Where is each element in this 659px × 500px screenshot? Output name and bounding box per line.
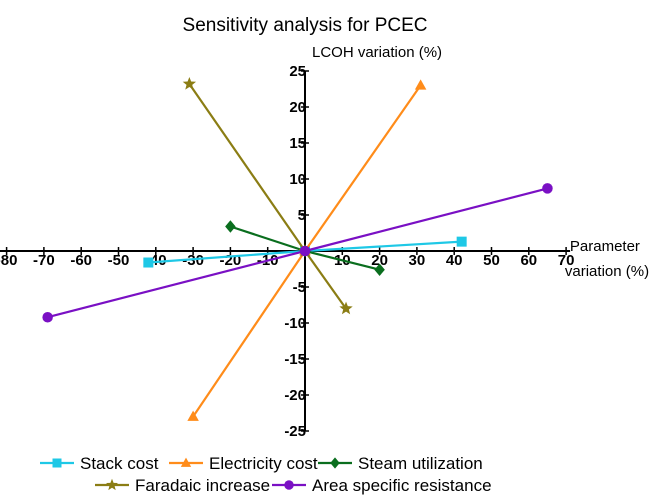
- data-point: [330, 457, 340, 469]
- legend-label: Faradaic increase: [135, 476, 270, 495]
- y-tick-label: 10: [289, 171, 306, 188]
- y-tick-label: 15: [289, 135, 306, 152]
- y-tick-label: 25: [289, 63, 306, 80]
- x-tick-label: -60: [70, 252, 92, 269]
- y-tick-label: -25: [284, 423, 306, 440]
- data-point: [225, 220, 236, 233]
- legend-label: Electricity cost: [209, 454, 318, 473]
- data-point: [106, 478, 118, 491]
- x-axis-title: Parameter variation (%): [565, 238, 649, 280]
- x-tick-label: 60: [520, 252, 537, 269]
- data-point: [52, 458, 62, 468]
- data-point: [339, 301, 353, 315]
- legend-item: Stack cost: [40, 454, 159, 473]
- x-tick-label: 50: [483, 252, 500, 269]
- legend-label: Area specific resistance: [312, 476, 492, 495]
- series-faradaic-increase: [182, 76, 353, 315]
- chart-title: Sensitivity analysis for PCEC: [183, 15, 428, 36]
- x-axis-title-line-2: variation (%): [565, 263, 649, 280]
- x-tick-label: 30: [409, 252, 426, 269]
- x-tick-label: 20: [371, 252, 388, 269]
- x-tick-label: -70: [33, 252, 55, 269]
- data-point: [374, 263, 385, 276]
- legend-label: Steam utilization: [358, 454, 483, 473]
- y-tick-label: -20: [284, 387, 306, 404]
- axes: [0, 71, 571, 431]
- data-point: [143, 257, 154, 268]
- x-tick-label: -20: [220, 252, 242, 269]
- y-tick-label: 5: [298, 207, 306, 224]
- x-tick-label: -80: [0, 252, 17, 269]
- legend-item: Electricity cost: [169, 454, 318, 473]
- data-point: [182, 76, 197, 90]
- data-point: [414, 79, 427, 90]
- data-point: [180, 457, 192, 467]
- legend: Stack cost Electricity cost Steam utilizat…: [40, 454, 492, 495]
- legend-item: Steam utilization: [318, 454, 483, 473]
- data-point: [284, 480, 294, 490]
- legend-item: Area specific resistance: [272, 476, 492, 495]
- x-tick-label: 70: [558, 252, 575, 269]
- y-tick-label: -15: [284, 351, 306, 368]
- data-point: [42, 311, 53, 323]
- series-area-specific-resistance: [42, 183, 553, 323]
- x-tick-label: 40: [446, 252, 463, 269]
- data-point: [187, 410, 199, 421]
- y-tick-label: 20: [289, 99, 306, 116]
- x-tick-label: -50: [108, 252, 130, 269]
- data-point: [456, 236, 467, 247]
- y-ticks: -25 -20 -15 -10 -5 5 10 15 20 25: [284, 63, 309, 440]
- legend-label: Stack cost: [80, 454, 159, 473]
- data-point: [299, 245, 311, 257]
- y-axis-title: LCOH variation (%): [312, 44, 442, 61]
- y-tick-label: -10: [284, 315, 306, 332]
- series-group: [42, 76, 553, 421]
- x-axis-title-line-1: Parameter: [570, 238, 640, 255]
- data-point: [542, 183, 553, 194]
- x-tick-label: -30: [182, 252, 204, 269]
- legend-item: Faradaic increase: [95, 476, 270, 495]
- y-tick-label: -5: [293, 279, 306, 296]
